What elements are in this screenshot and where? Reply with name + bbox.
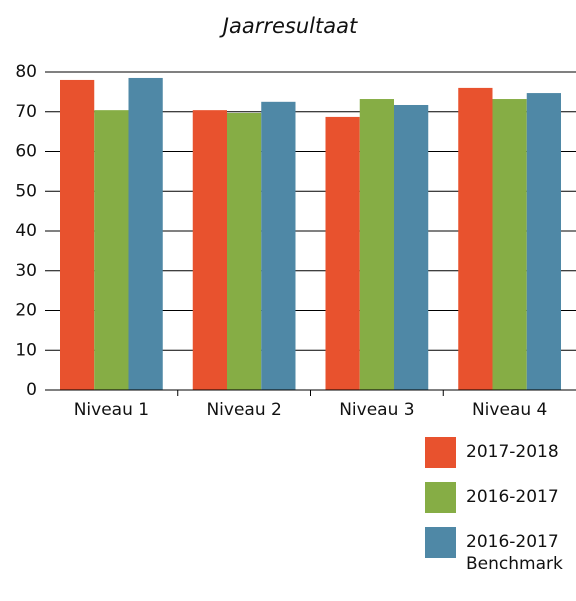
y-tick-label: 10 <box>15 340 37 360</box>
y-tick-label: 40 <box>15 221 37 241</box>
y-tick-label: 30 <box>15 261 37 281</box>
x-tick-label: Niveau 2 <box>206 400 281 420</box>
legend-label: 2017-2018 <box>466 442 559 462</box>
y-tick-label: 20 <box>15 301 37 321</box>
bar <box>227 112 262 390</box>
bar <box>458 87 493 391</box>
bar <box>526 93 561 390</box>
legend-swatch <box>425 437 456 468</box>
bar <box>492 99 527 390</box>
y-tick-label: 80 <box>15 62 37 82</box>
x-tick-label: Niveau 1 <box>74 400 149 420</box>
legend-label: 2016-2017 Benchmark <box>466 532 563 574</box>
bar <box>325 116 360 390</box>
y-tick-label: 70 <box>15 102 37 122</box>
bar <box>394 104 429 391</box>
bar <box>192 110 227 390</box>
legend-swatch <box>425 482 456 513</box>
bar <box>261 101 296 390</box>
bar <box>60 79 95 390</box>
bar <box>128 77 163 391</box>
legend-swatch <box>425 527 456 558</box>
y-tick-label: 50 <box>15 181 37 201</box>
chart-title: Jaarresultaat <box>219 14 358 38</box>
y-tick-label: 60 <box>15 142 37 162</box>
x-tick-label: Niveau 3 <box>339 400 414 420</box>
legend-label: 2016-2017 <box>466 487 559 507</box>
bar <box>94 110 129 390</box>
x-tick-label: Niveau 4 <box>472 400 547 420</box>
bar <box>359 99 394 390</box>
y-tick-label: 0 <box>26 380 37 400</box>
